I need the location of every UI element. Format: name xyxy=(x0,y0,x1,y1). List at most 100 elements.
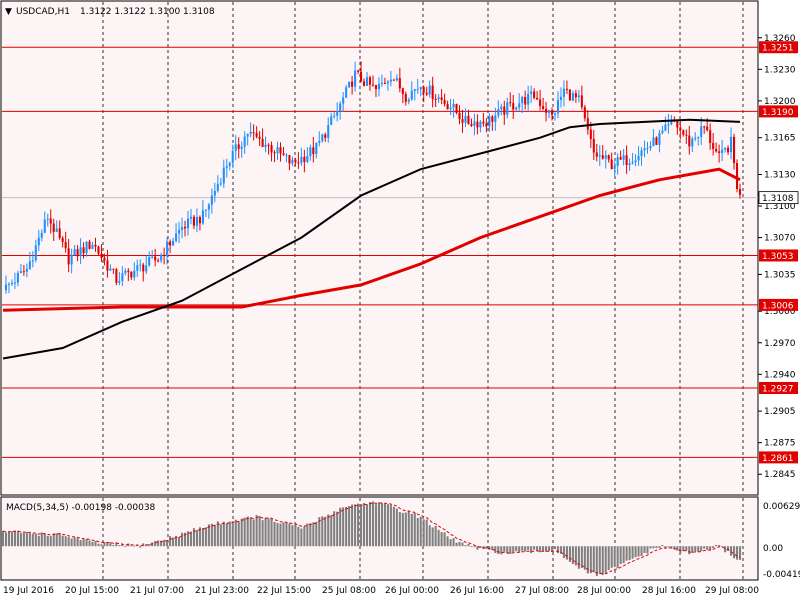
macd-bar xyxy=(172,537,175,547)
macd-bar xyxy=(434,525,437,547)
macd-bar xyxy=(670,546,673,549)
candle-body xyxy=(727,147,730,153)
y-tick-label: 1.2875 xyxy=(764,439,796,449)
macd-bar xyxy=(264,517,267,547)
fast-moving-average xyxy=(2,118,741,360)
candle-body xyxy=(37,237,40,246)
macd-bar xyxy=(464,545,467,547)
candle-body xyxy=(261,138,264,147)
symbol-label: USDCAD,H1 xyxy=(16,7,70,17)
candle-body xyxy=(351,81,354,87)
candle-body xyxy=(300,156,303,163)
candle-body xyxy=(183,226,187,229)
candle-body xyxy=(721,149,724,153)
candle-body xyxy=(192,216,196,226)
candle-body xyxy=(294,159,297,163)
macd-bar xyxy=(527,546,530,550)
candle-body xyxy=(500,106,503,110)
macd-bar xyxy=(333,511,336,547)
candle-body xyxy=(735,163,739,189)
macd-bar xyxy=(691,546,694,553)
candle-body xyxy=(616,157,619,166)
candle-body xyxy=(494,115,497,122)
candle-body xyxy=(297,162,300,164)
x-tick-label: 28 Jul 16:00 xyxy=(642,586,696,596)
chart-menu-arrow[interactable]: ▼ xyxy=(5,7,12,17)
candle-body xyxy=(154,256,157,261)
candle-body xyxy=(291,159,294,164)
vertical-grid xyxy=(102,2,744,579)
candle-body xyxy=(94,244,97,247)
macd-bar xyxy=(169,536,172,547)
candle-body xyxy=(330,116,333,125)
candle-body xyxy=(231,150,234,163)
macd-bar xyxy=(521,546,524,551)
candle-body xyxy=(207,204,210,210)
candle-body xyxy=(539,99,542,107)
macd-bar xyxy=(249,517,252,547)
price-level-text: 1.2927 xyxy=(762,384,794,394)
macd-bar xyxy=(506,546,509,554)
candle-body xyxy=(545,108,548,113)
macd-bar xyxy=(189,531,193,547)
macd-bar xyxy=(13,530,16,547)
macd-bar xyxy=(252,519,255,547)
macd-bar xyxy=(180,532,184,547)
candle-body xyxy=(82,247,85,254)
macd-bar xyxy=(345,506,348,547)
macd-bar xyxy=(216,521,219,547)
candle-body xyxy=(458,112,461,120)
macd-bar xyxy=(688,546,691,555)
candle-body xyxy=(380,82,383,84)
x-tick-label: 19 Jul 2016 xyxy=(3,586,54,596)
candle-body xyxy=(166,241,169,257)
candle-body xyxy=(577,95,580,98)
macd-tick-high: 0.00629 xyxy=(763,502,800,512)
macd-bar xyxy=(721,546,724,548)
macd-bar xyxy=(383,503,386,547)
macd-bar xyxy=(270,518,273,547)
macd-bar xyxy=(586,546,589,574)
candles xyxy=(4,61,742,294)
candle-body xyxy=(613,165,616,169)
candle-body xyxy=(649,146,652,148)
macd-bar xyxy=(315,521,318,547)
candle-body xyxy=(434,99,437,101)
candle-body xyxy=(395,78,398,81)
candle-body xyxy=(547,110,551,113)
macd-bar xyxy=(491,546,494,551)
candle-body xyxy=(643,148,646,151)
macd-bar xyxy=(183,532,187,547)
candle-body xyxy=(151,256,154,258)
macd-bar xyxy=(10,531,13,547)
macd-bar xyxy=(661,544,664,547)
candle-body xyxy=(360,71,363,82)
macd-bar xyxy=(419,516,422,547)
candle-body xyxy=(118,281,121,283)
candle-body xyxy=(446,103,449,110)
candle-body xyxy=(667,124,670,126)
candle-body xyxy=(625,155,628,165)
candle-body xyxy=(106,260,109,271)
macd-bar xyxy=(312,522,315,547)
candle-body xyxy=(619,157,622,160)
macd-bar xyxy=(115,542,118,547)
macd-bar xyxy=(282,522,285,547)
price-level-tag xyxy=(759,298,798,311)
candle-body xyxy=(658,132,661,145)
candle-body xyxy=(652,137,655,147)
macd-bar xyxy=(724,546,727,553)
macd-bar xyxy=(306,523,309,547)
candle-body xyxy=(452,103,455,108)
price-axis-ticks: 1.3260 1.3230 1.3200 1.3165 1.3130 1.3100 1.30… xyxy=(758,34,796,480)
candle-body xyxy=(518,103,521,108)
macd-bar xyxy=(715,544,718,547)
macd-signal-line xyxy=(2,502,741,575)
macd-bar xyxy=(28,533,31,547)
macd-bar xyxy=(625,546,628,561)
candle-body xyxy=(455,103,458,113)
candle-body xyxy=(715,148,718,152)
macd-bar xyxy=(610,546,613,568)
candle-body xyxy=(712,142,715,149)
